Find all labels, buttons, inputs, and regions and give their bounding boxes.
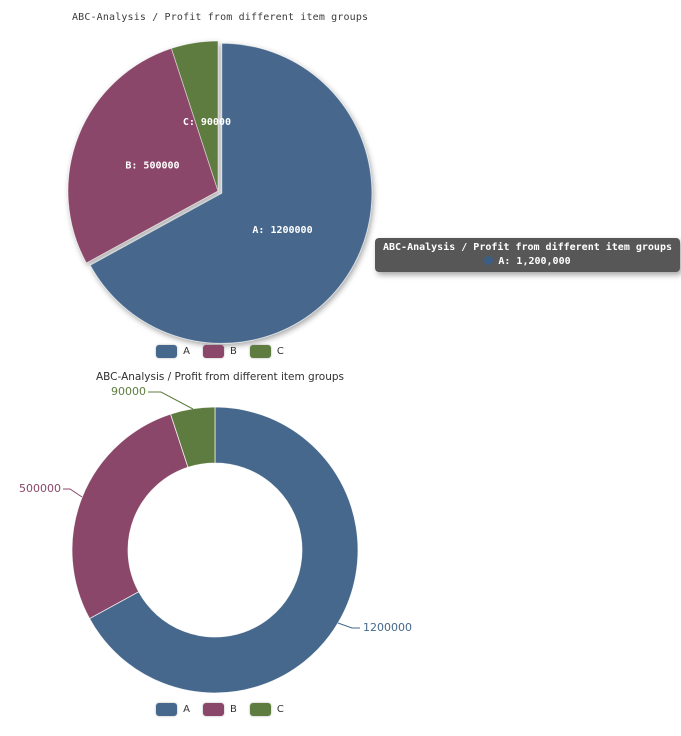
donut-chart-title: ABC-Analysis / Profit from different ite…: [95, 371, 345, 383]
pie-slice-label: A: 1200000: [252, 225, 312, 236]
legend-swatch-icon: [156, 703, 178, 716]
legend-item-A[interactable]: A: [156, 345, 190, 358]
pie-chart-canvas[interactable]: A: 1200000 B: 500000 C: 90000: [40, 25, 400, 355]
pie-slice-B[interactable]: [67, 47, 219, 264]
donut-slice-B[interactable]: [71, 413, 189, 620]
legend-swatch-icon: [156, 345, 178, 358]
legend-item-C[interactable]: C: [249, 703, 284, 716]
legend-item-label: B: [229, 704, 237, 715]
pie-slice-C[interactable]: [170, 40, 219, 192]
label-leader-line: [148, 391, 194, 410]
legend-swatch-icon: [202, 345, 224, 358]
donut-outside-label: 90000: [111, 385, 146, 398]
pie-slice-label: C: 90000: [183, 117, 231, 128]
tooltip-title: ABC-Analysis / Profit from different ite…: [383, 242, 672, 253]
donut-slice-C[interactable]: [170, 406, 216, 468]
legend-swatch-icon: [202, 703, 224, 716]
label-leader-line: [63, 488, 83, 498]
legend-item-label: C: [276, 346, 284, 357]
label-leader-line: [337, 622, 360, 629]
pie-chart-title: ABC-Analysis / Profit from different ite…: [72, 12, 369, 23]
tooltip-value: A: 1,200,000: [498, 256, 571, 267]
donut-chart-legend: A B C: [0, 703, 440, 716]
pie-slice-A[interactable]: [89, 42, 373, 344]
donut-outside-label: 500000: [19, 482, 61, 495]
legend-swatch-icon: [249, 703, 271, 716]
legend-item-C[interactable]: C: [249, 345, 284, 358]
chart-tooltip: ABC-Analysis / Profit from different ite…: [375, 238, 680, 272]
legend-item-label: A: [183, 704, 190, 715]
legend-item-label: A: [183, 346, 190, 357]
legend-swatch-icon: [249, 345, 271, 358]
donut-slice-A[interactable]: [88, 406, 359, 694]
donut-chart-canvas[interactable]: 1200000 500000 90000: [0, 380, 440, 710]
series-marker-icon: [484, 256, 494, 265]
legend-item-label: C: [276, 704, 284, 715]
legend-item-label: B: [229, 346, 237, 357]
pie-chart-legend: A B C: [0, 345, 440, 358]
legend-item-A[interactable]: A: [156, 703, 190, 716]
pie-slice-label: B: 500000: [125, 161, 179, 172]
legend-item-B[interactable]: B: [202, 345, 237, 358]
donut-outside-label: 1200000: [363, 621, 412, 634]
tooltip-value-row: A: 1,200,000: [383, 255, 672, 268]
legend-item-B[interactable]: B: [202, 703, 237, 716]
